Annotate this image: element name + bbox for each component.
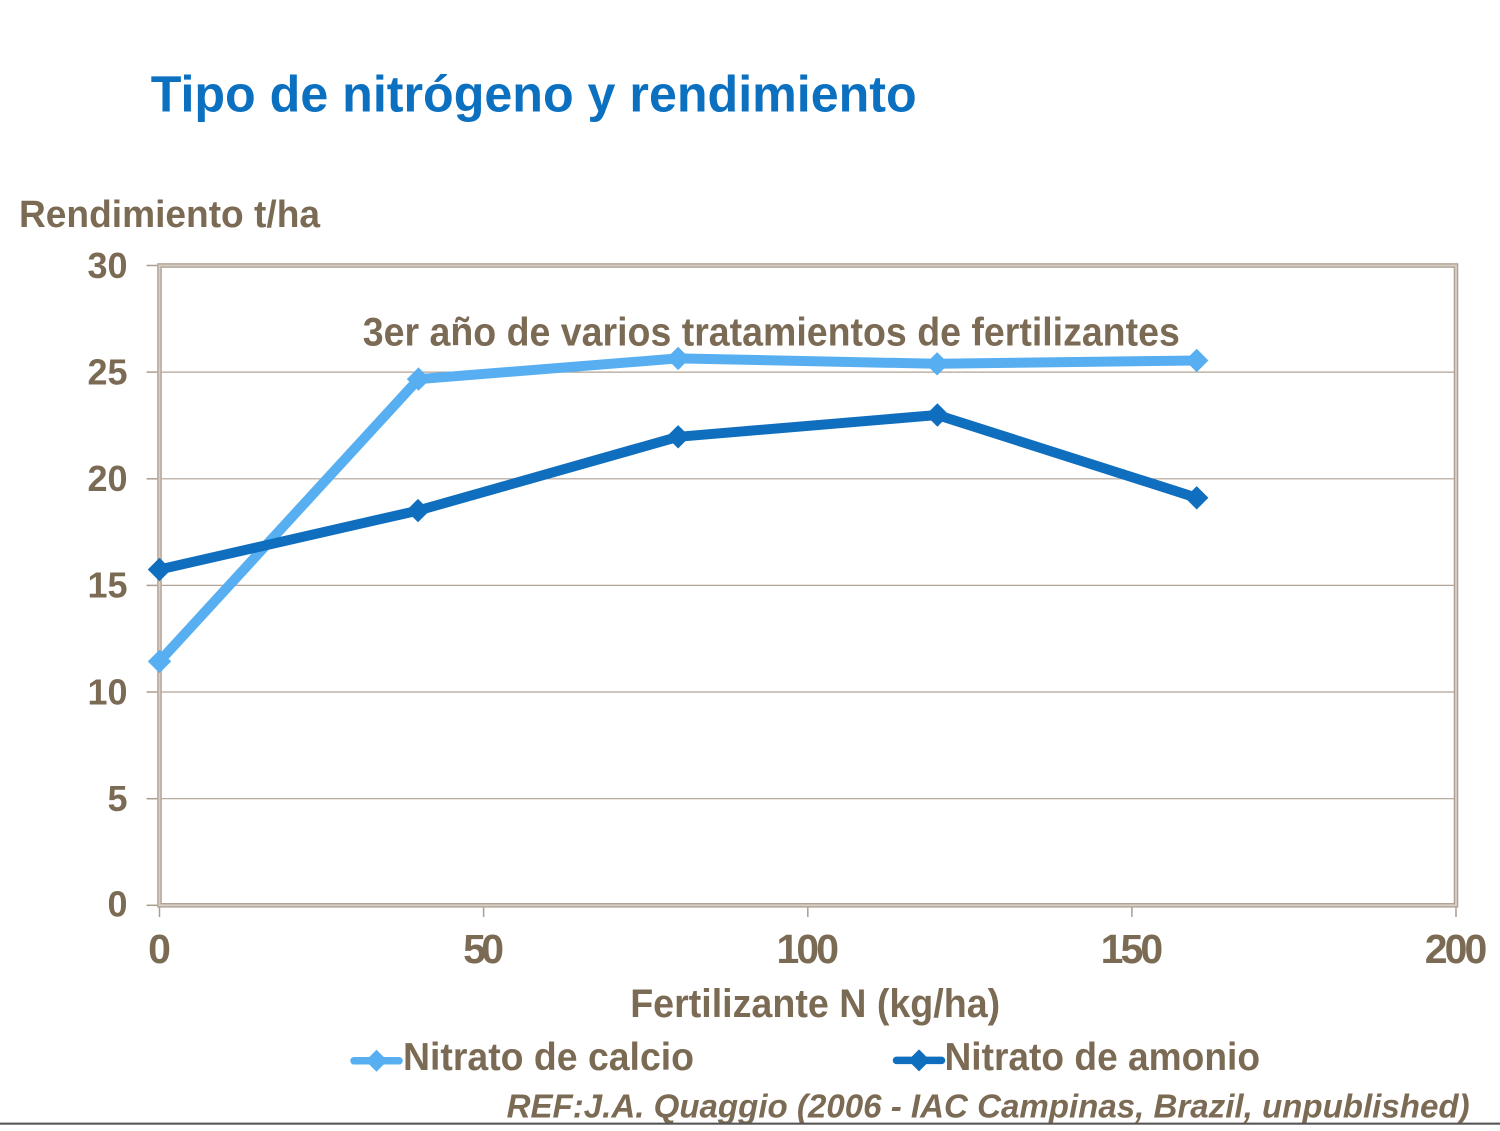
svg-text:20: 20: [87, 458, 127, 499]
svg-text:Rendimiento t/ha: Rendimiento t/ha: [19, 194, 321, 236]
svg-text:5: 5: [107, 778, 127, 819]
svg-text:3er año de varios tratamientos: 3er año de varios tratamientos de fertil…: [363, 311, 1180, 355]
svg-text:50: 50: [463, 926, 504, 972]
svg-text:Nitrato de calcio: Nitrato de calcio: [403, 1036, 694, 1079]
svg-text:100: 100: [777, 926, 840, 972]
svg-text:30: 30: [87, 245, 127, 286]
svg-text:150: 150: [1101, 926, 1164, 972]
svg-text:Tipo de nitrógeno y rendimient: Tipo de nitrógeno y rendimiento: [151, 66, 917, 123]
svg-text:REF:J.A. Quaggio (2006 - IAC C: REF:J.A. Quaggio (2006 - IAC Campinas, B…: [507, 1088, 1470, 1125]
svg-text:0: 0: [107, 884, 127, 925]
svg-text:15: 15: [87, 565, 127, 606]
svg-text:25: 25: [87, 351, 127, 392]
svg-text:Nitrato de amonio: Nitrato de amonio: [945, 1036, 1261, 1079]
svg-text:Fertilizante N (kg/ha): Fertilizante N (kg/ha): [630, 982, 1000, 1026]
svg-text:10: 10: [87, 671, 127, 712]
svg-text:0: 0: [148, 926, 171, 972]
svg-text:200: 200: [1425, 926, 1488, 972]
